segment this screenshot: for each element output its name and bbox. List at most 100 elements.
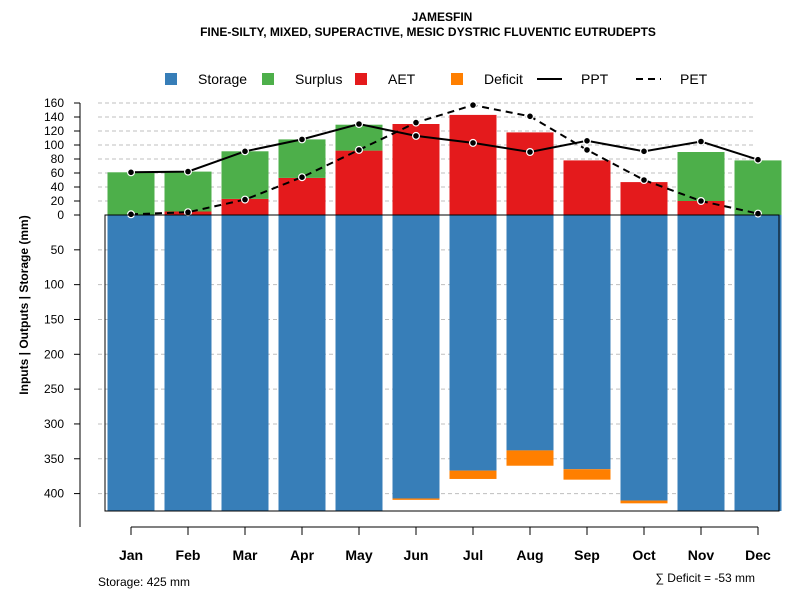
pet-point	[525, 112, 534, 121]
y-axis-label: Inputs | Outputs | Storage (mm)	[17, 215, 31, 394]
x-tick-label: Oct	[632, 547, 656, 563]
y-tick-label: 50	[51, 243, 65, 257]
chart-title: JAMESFIN	[412, 10, 473, 24]
legend-label-storage: Storage	[198, 71, 247, 87]
ppt-point	[355, 119, 364, 128]
pet-point	[126, 210, 135, 219]
y-tick-label: 120	[44, 124, 64, 138]
x-tick-label: Jan	[119, 547, 143, 563]
storage-legend-swatch	[165, 73, 177, 85]
pet-point	[639, 176, 648, 185]
storage-bar	[506, 215, 554, 451]
ppt-point	[412, 131, 421, 140]
surplus-legend-swatch	[262, 73, 274, 85]
x-tick-label: Dec	[745, 547, 771, 563]
ppt-point	[469, 138, 478, 147]
y-tick-label: 100	[44, 138, 64, 152]
aet-bar	[620, 182, 668, 215]
ppt-point	[639, 147, 648, 156]
bars	[107, 114, 782, 511]
storage-bar	[335, 215, 383, 511]
surplus-bar	[677, 152, 725, 201]
y-tick-label: 100	[44, 278, 64, 292]
y-tick-label: 40	[51, 180, 65, 194]
y-tick-label: 300	[44, 417, 64, 431]
aet-legend-swatch	[355, 73, 367, 85]
storage-bar	[677, 215, 725, 511]
deficit-bar	[449, 470, 497, 479]
y-tick-label: 60	[51, 166, 65, 180]
y-tick-label: 400	[44, 487, 64, 501]
aet-bar	[563, 160, 611, 215]
storage-bar	[620, 215, 668, 501]
y-tick-label: 0	[57, 208, 64, 222]
x-tick-label: May	[345, 547, 372, 563]
deficit-note: ∑ Deficit = -53 mm	[655, 571, 755, 585]
chart-subtitle: FINE-SILTY, MIXED, SUPERACTIVE, MESIC DY…	[200, 25, 656, 39]
y-tick-label: 250	[44, 382, 64, 396]
x-tick-label: Feb	[176, 547, 201, 563]
series-lines	[126, 101, 762, 219]
ppt-point	[582, 136, 591, 145]
pet-point	[753, 209, 762, 218]
y-tick-label: 80	[51, 152, 65, 166]
y-tick-label: 150	[44, 312, 64, 326]
x-tick-label: Nov	[688, 547, 715, 563]
y-tick-label: 350	[44, 452, 64, 466]
deficit-bar	[392, 498, 440, 500]
ppt-point	[184, 167, 193, 176]
axes: 1601401201008060402005010015020025030035…	[44, 96, 780, 563]
y-tick-label: 20	[51, 194, 65, 208]
y-tick-label: 200	[44, 347, 64, 361]
ppt-point	[696, 137, 705, 146]
x-tick-label: Mar	[233, 547, 258, 563]
surplus-bar	[278, 139, 326, 178]
legend-label-aet: AET	[388, 71, 416, 87]
x-tick-label: Jul	[463, 547, 483, 563]
storage-bar	[278, 215, 326, 511]
ppt-point	[126, 168, 135, 177]
storage-frame	[104, 214, 780, 512]
surplus-bar	[734, 160, 782, 215]
legend: Storage Surplus AET Deficit PPT PET	[165, 71, 708, 87]
pet-point	[184, 208, 193, 217]
ppt-line	[130, 122, 759, 174]
legend-label-deficit: Deficit	[484, 71, 523, 87]
pet-point	[582, 145, 591, 154]
pet-point	[412, 118, 421, 127]
storage-note: Storage: 425 mm	[98, 575, 190, 589]
pet-point	[469, 101, 478, 110]
deficit-legend-swatch	[451, 73, 463, 85]
y-tick-label: 140	[44, 110, 64, 124]
surplus-bar	[164, 171, 212, 212]
aet-bar	[506, 132, 554, 215]
deficit-bar	[620, 500, 668, 504]
pet-point	[696, 197, 705, 206]
x-tick-label: Jun	[404, 547, 429, 563]
ppt-point	[298, 135, 307, 144]
storage-bar	[107, 215, 155, 511]
x-tick-label: Apr	[290, 547, 315, 563]
storage-bar	[221, 215, 269, 511]
aet-bar	[335, 150, 383, 215]
surplus-bar	[107, 172, 155, 215]
legend-label-pet: PET	[680, 71, 708, 87]
storage-bar	[164, 215, 212, 511]
storage-bar	[563, 215, 611, 470]
ppt-point	[241, 147, 250, 156]
legend-label-ppt: PPT	[581, 71, 609, 87]
storage-bar	[734, 215, 782, 511]
ppt-point	[525, 148, 534, 157]
y-tick-label: 160	[44, 96, 64, 110]
legend-label-surplus: Surplus	[295, 71, 342, 87]
aet-bar	[449, 114, 497, 215]
pet-point	[355, 145, 364, 154]
aet-bar	[221, 198, 269, 215]
x-tick-label: Sep	[574, 547, 600, 563]
x-tick-label: Aug	[516, 547, 543, 563]
deficit-bar	[563, 469, 611, 480]
deficit-bar	[506, 450, 554, 466]
storage-bar	[392, 215, 440, 499]
ppt-point	[753, 155, 762, 164]
